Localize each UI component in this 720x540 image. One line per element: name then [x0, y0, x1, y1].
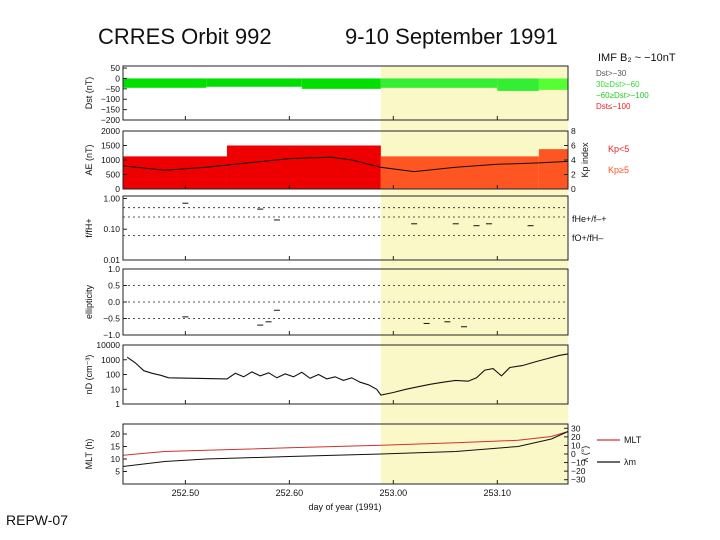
y-tick-label: 1000 [101, 155, 120, 165]
kp-bar [226, 145, 381, 189]
y-tick-label: 10000 [96, 340, 120, 350]
y-tick-label: −1.0 [103, 330, 120, 340]
y-tick-label: 0 [115, 184, 120, 194]
y-tick-label: 15 [111, 442, 121, 452]
density-series-line [126, 353, 569, 396]
x-tick-label: 252.60 [276, 488, 304, 498]
y-tick-label: 1.0 [108, 264, 120, 274]
kp-bar [380, 156, 539, 189]
kp-legend-entry: Kp≥5 [608, 165, 629, 175]
y-tick-label: 0 [115, 73, 120, 83]
dst-bar [123, 78, 207, 88]
mlt-legend-entry: MLT [624, 435, 642, 445]
dst-bar [538, 78, 568, 90]
y-axis-label: Dst (nT) [84, 77, 94, 110]
x-tick-label: 252.50 [172, 488, 200, 498]
dst-legend-entry: Dst≤−100 [596, 102, 631, 111]
y-axis-label: AE (nT) [84, 144, 94, 175]
dst-bar [301, 78, 381, 89]
y-tick-label: 500 [106, 170, 120, 180]
panel-frame [122, 195, 569, 261]
right-tick-label: 6 [571, 141, 576, 151]
y-tick-label: −150 [101, 105, 120, 115]
ratio-legend-entry: fHe+/f–+ [572, 214, 607, 224]
right-axis-label: λ (°) [580, 446, 590, 463]
y-tick-label: 100 [106, 370, 120, 380]
dst-bar [380, 78, 498, 88]
right-tick-label: −20 [571, 466, 586, 476]
kp-legend-entry: Kp<5 [608, 144, 629, 154]
dst-legend-entry: Dst>−30 [596, 69, 627, 78]
right-tick-label: 10 [571, 440, 581, 450]
storm-highlight-region [380, 66, 568, 484]
dst-bar [206, 78, 302, 87]
x-tick-label: 253.00 [380, 488, 408, 498]
y-tick-label: 1 [115, 399, 120, 409]
right-tick-label: 0 [571, 449, 576, 459]
mlt-series-line [122, 431, 569, 456]
x-axis-label: day of year (1991) [308, 502, 381, 512]
panel-frame [122, 65, 569, 121]
right-tick-label: −10 [571, 458, 586, 468]
right-tick-label: 8 [571, 126, 576, 136]
y-axis-label: nD (cm⁻³) [84, 355, 94, 395]
right-tick-label: −30 [571, 475, 586, 485]
ratio-legend-entry: fO+/fH– [572, 233, 603, 243]
x-tick-label: 253.10 [484, 488, 512, 498]
right-tick-label: 30 [571, 423, 581, 433]
y-tick-label: 0.5 [108, 281, 120, 291]
y-tick-label: 1500 [101, 141, 120, 151]
y-tick-label: −50 [106, 84, 121, 94]
y-tick-label: 20 [111, 429, 121, 439]
right-tick-label: 20 [571, 432, 581, 442]
right-axis-label: Kp index [580, 142, 590, 178]
orbit-title: CRRES Orbit 992 [98, 24, 272, 49]
kp-bar [123, 156, 227, 189]
y-tick-label: 1000 [101, 355, 120, 365]
right-tick-label: 2 [571, 170, 576, 180]
mlt-series-line [122, 431, 569, 467]
y-axis-label: ellipticity [84, 284, 94, 319]
y-tick-label: 50 [111, 63, 121, 73]
dst-bar [497, 78, 539, 91]
y-tick-label: 10 [111, 384, 121, 394]
mlt-legend-entry: λm [624, 457, 636, 467]
y-tick-label: 2000 [101, 126, 120, 136]
right-tick-label: 0 [571, 184, 576, 194]
y-tick-label: 0.10 [103, 224, 120, 234]
y-axis-label: MLT (h) [84, 439, 94, 470]
imf-bz-label: IMF B₂ ~ −10nT [598, 52, 676, 64]
ae-series-line [122, 156, 569, 173]
date-title: 9-10 September 1991 [345, 24, 558, 49]
y-tick-label: 10 [111, 454, 121, 464]
dst-legend-entry: 30≥Dst>−60 [596, 80, 640, 89]
y-axis-label: f/fH+ [84, 218, 94, 237]
kp-bar [538, 149, 568, 189]
y-tick-label: −0.5 [103, 314, 120, 324]
y-tick-label: 1.00 [103, 193, 120, 203]
right-tick-label: 4 [571, 155, 576, 165]
y-tick-label: 0.0 [108, 297, 120, 307]
y-tick-label: 0.01 [103, 255, 120, 265]
y-tick-label: −100 [101, 94, 120, 104]
dst-legend-entry: −60≥Dst>−100 [596, 91, 649, 100]
y-tick-label: 5 [115, 467, 120, 477]
y-tick-label: −200 [101, 115, 120, 125]
slide-footer-label: REPW-07 [6, 512, 68, 528]
